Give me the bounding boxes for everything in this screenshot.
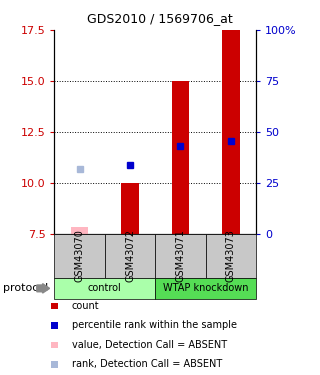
Text: value, Detection Call = ABSENT: value, Detection Call = ABSENT xyxy=(72,340,227,350)
Bar xyxy=(121,183,139,234)
Text: GDS2010 / 1569706_at: GDS2010 / 1569706_at xyxy=(87,12,233,26)
Text: protocol: protocol xyxy=(3,284,48,293)
Text: GSM43072: GSM43072 xyxy=(125,230,135,282)
Text: count: count xyxy=(72,301,100,311)
Bar xyxy=(222,30,240,234)
Bar xyxy=(71,226,88,234)
Text: GSM43073: GSM43073 xyxy=(226,230,236,282)
Text: GSM43071: GSM43071 xyxy=(175,230,185,282)
Text: WTAP knockdown: WTAP knockdown xyxy=(163,284,248,293)
Text: percentile rank within the sample: percentile rank within the sample xyxy=(72,321,237,330)
Text: control: control xyxy=(88,284,122,293)
Text: rank, Detection Call = ABSENT: rank, Detection Call = ABSENT xyxy=(72,360,222,369)
Text: GSM43070: GSM43070 xyxy=(75,230,84,282)
Bar xyxy=(172,81,189,234)
